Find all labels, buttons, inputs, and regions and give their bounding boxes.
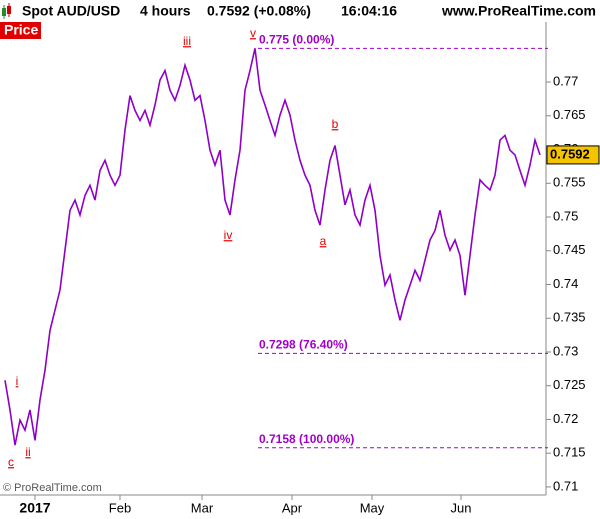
wave-label: b — [332, 117, 339, 131]
fib-label: 0.7158 (100.00%) — [259, 432, 354, 446]
wave-label: i — [16, 374, 19, 388]
panel-label-box — [0, 22, 41, 39]
y-tick-label: 0.72 — [553, 411, 578, 426]
y-tick-label: 0.735 — [553, 310, 586, 325]
x-tick-label: Apr — [282, 500, 303, 515]
panel-label: Price — [4, 22, 38, 38]
last-price-tag — [546, 145, 600, 165]
x-tick-label: Mar — [191, 500, 214, 515]
wave-label: iii — [183, 34, 191, 48]
y-tick-label: 0.765 — [553, 107, 586, 122]
copyright: © ProRealTime.com — [3, 482, 102, 494]
quote: 0.7592 (+0.08%) — [207, 3, 311, 19]
y-tick-label: 0.755 — [553, 175, 586, 190]
x-tick-label: Jun — [451, 500, 472, 515]
wave-label: a — [320, 234, 327, 248]
last-price-label: 0.7592 — [550, 146, 590, 161]
y-tick-label: 0.73 — [553, 343, 578, 358]
y-tick-label: 0.71 — [553, 478, 578, 493]
y-tick-label: 0.715 — [553, 445, 586, 460]
wave-label: ii — [25, 445, 30, 459]
x-tick-label: Feb — [109, 500, 131, 515]
fib-label: 0.7298 (76.40%) — [259, 337, 348, 351]
x-tick-label: May — [360, 500, 385, 515]
wave-label: v — [250, 26, 256, 40]
wave-label: c — [8, 455, 14, 469]
y-tick-label: 0.75 — [553, 208, 578, 223]
candle-icon — [2, 3, 11, 19]
fib-label: 0.775 (0.00%) — [259, 32, 334, 46]
instrument: Spot AUD/USD — [22, 3, 120, 19]
site: www.ProRealTime.com — [441, 3, 596, 19]
timeframe: 4 hours — [140, 3, 191, 19]
y-tick-label: 0.745 — [553, 242, 586, 257]
y-tick-label: 0.74 — [553, 276, 578, 291]
time: 16:04:16 — [341, 3, 397, 19]
y-tick-label: 0.77 — [553, 73, 578, 88]
wave-label: iv — [224, 228, 233, 242]
y-tick-label: 0.725 — [553, 377, 586, 392]
x-tick-label: 2017 — [19, 500, 50, 516]
price-line — [4, 48, 541, 446]
